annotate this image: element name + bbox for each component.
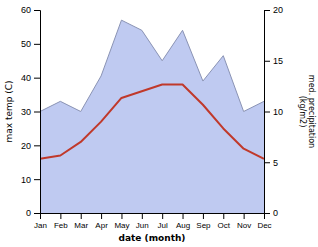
tick-label: 10	[273, 107, 283, 117]
tick-mark	[244, 213, 245, 219]
marks	[40, 20, 264, 213]
tick: Jun	[136, 213, 149, 230]
tick: 20	[21, 141, 40, 151]
title-line: (kg/m2)	[298, 96, 307, 128]
title-line: med. precipitation	[307, 75, 316, 148]
y-axis-title: max temp (C)	[4, 80, 14, 142]
tick-label: 0	[273, 208, 278, 218]
y2-axis: 0 5 10 15 20	[264, 5, 283, 218]
tick-mark	[162, 213, 163, 219]
tick: 40	[21, 73, 40, 83]
tick: 20	[264, 5, 283, 15]
y2-axis-title: med. precipitation(kg/m2)	[298, 75, 316, 148]
tick-mark	[223, 213, 224, 219]
tick-mark	[264, 162, 270, 163]
x-axis: Jan Feb Mar Apr May Jun Jul Aug Sep Oct Nov Dec	[34, 213, 272, 230]
tick-label: 20	[273, 5, 283, 15]
tick: 15	[264, 56, 283, 66]
area-edge	[40, 20, 264, 111]
tick-label: 20	[21, 141, 31, 151]
tick-mark	[203, 213, 204, 219]
tick: Jan	[34, 213, 47, 230]
tick-mark	[121, 213, 122, 219]
tick: Aug	[176, 213, 190, 230]
tick-mark	[60, 213, 61, 219]
tick-mark	[142, 213, 143, 219]
x-axis-title: date (month)	[119, 233, 186, 243]
tick: Mar	[74, 213, 88, 230]
tick-label: Dec	[257, 221, 271, 230]
tick-mark	[264, 112, 270, 113]
plot: JanFebMarAprMayJunJulAugSepOctNovDec0102…	[4, 5, 316, 243]
tick-label: Nov	[237, 221, 251, 230]
y-axis: 0 10 20 30 40 50 60	[21, 5, 41, 218]
tick: Apr	[95, 213, 108, 230]
tick-mark	[34, 145, 40, 146]
axis-line	[34, 11, 41, 214]
tick: 60	[21, 5, 40, 15]
tick-label: Jan	[34, 221, 47, 230]
tick: 0	[26, 208, 40, 218]
tick-mark	[34, 44, 40, 45]
tick: 50	[21, 39, 40, 49]
tick-mark	[264, 213, 270, 214]
tick: 30	[21, 107, 40, 117]
tick-mark	[34, 10, 40, 11]
axis-line	[41, 214, 265, 220]
tick-label: 50	[21, 39, 31, 49]
tick-label: Oct	[218, 221, 231, 230]
tick-label: Mar	[74, 221, 88, 230]
tick-label: Apr	[95, 221, 108, 230]
tick: 0	[264, 208, 278, 218]
tick: Dec	[257, 213, 271, 230]
tick-label: Jun	[136, 221, 149, 230]
tick: Feb	[54, 213, 68, 230]
tick-label: 40	[21, 73, 31, 83]
precip-area	[40, 20, 264, 213]
axis-line	[265, 11, 271, 214]
tick-mark	[183, 213, 184, 219]
tick-label: 30	[21, 107, 31, 117]
tick-mark	[34, 78, 40, 79]
tick-label: Feb	[54, 221, 68, 230]
tick-label: 15	[273, 56, 283, 66]
tick-label: Sep	[196, 221, 211, 230]
tick-label: 10	[21, 175, 31, 185]
tick-mark	[264, 61, 270, 62]
tick: Jul	[158, 213, 168, 230]
tick-label: Jul	[158, 221, 168, 230]
tick: 10	[264, 107, 283, 117]
tick-label: Aug	[176, 221, 190, 230]
tick-label: May	[114, 221, 129, 230]
tick-mark	[34, 213, 40, 214]
tick: Sep	[196, 213, 211, 230]
tick: 5	[264, 158, 278, 168]
tick: 10	[21, 175, 40, 185]
tick: Oct	[218, 213, 231, 230]
tick-mark	[101, 213, 102, 219]
tick: May	[114, 213, 129, 230]
tick-label: 5	[273, 158, 278, 168]
temp-line	[40, 84, 264, 158]
tick-label: 0	[26, 208, 31, 218]
tick-mark	[34, 179, 40, 180]
chart: JanFebMarAprMayJunJulAugSepOctNovDec0102…	[0, 0, 318, 247]
tick-mark	[264, 10, 270, 11]
tick-mark	[34, 112, 40, 113]
tick-mark	[81, 213, 82, 219]
tick-label: 60	[21, 5, 31, 15]
tick: Nov	[237, 213, 251, 230]
